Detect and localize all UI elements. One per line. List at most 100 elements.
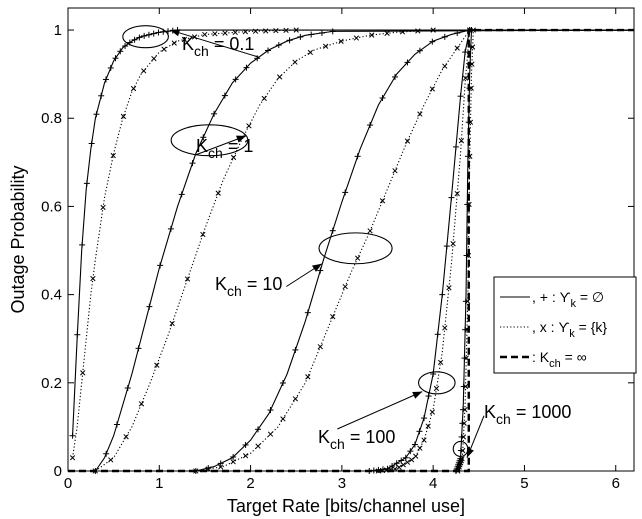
series-4-marker-19: [429, 38, 436, 45]
annotation-label-0: Kch = 0.1: [182, 34, 254, 59]
legend-label-0: , + : ϒk = ∅: [532, 289, 604, 310]
series-3-marker-5: [169, 320, 175, 327]
series-9-marker-11: [462, 383, 469, 390]
series-6-marker-9: [407, 448, 414, 455]
series-2-marker-12: [221, 92, 228, 99]
annotation-ellipse-3: [418, 371, 456, 395]
series-line-0: [72, 29, 634, 436]
series-1-marker-21: [283, 27, 289, 33]
annotation-arrow-3: [337, 391, 423, 430]
series-1-marker-12: [191, 34, 198, 40]
series-0-marker-2: [79, 241, 86, 248]
x-tick-label-2: 2: [246, 475, 254, 492]
series-1-marker-22: [293, 27, 299, 33]
series-2-marker-16: [265, 47, 272, 54]
series-4-marker-3: [230, 453, 237, 460]
series-9-marker-14: [465, 298, 471, 304]
series-7-marker-14: [433, 385, 440, 392]
series-0-marker-13: [131, 36, 138, 43]
series-0-marker-9: [112, 55, 119, 62]
annotation-arrowhead-1: [236, 135, 247, 143]
series-2-marker-22: [329, 28, 336, 35]
series-2-marker-13: [232, 76, 239, 83]
series-2-marker-21: [318, 29, 325, 36]
annotation-ellipse-1: [170, 124, 249, 157]
series-2-marker-10: [200, 134, 207, 141]
series-9-marker-10: [462, 407, 468, 413]
series-2-marker-18: [286, 37, 293, 44]
series-5-marker-14: [367, 228, 373, 234]
series-line-7: [378, 29, 634, 472]
annotation-ellipse-0: [122, 25, 169, 49]
series-0-marker-14: [136, 34, 143, 41]
series-4-marker-9: [304, 309, 311, 316]
y-tick-label-0: 0: [54, 463, 62, 480]
annotation-label-4: Kch = 1000: [484, 402, 571, 427]
series-6-marker-8: [402, 454, 409, 461]
series-5-marker-8: [292, 396, 299, 402]
legend-label-1: , x : ϒk = {k}: [532, 319, 607, 340]
y-tick-label-4: 0.8: [41, 110, 62, 127]
series-1-marker-8: [151, 55, 157, 62]
series-4-marker-8: [292, 346, 299, 353]
series-4-marker-14: [367, 122, 374, 129]
annotation-arrowhead-2: [311, 263, 322, 272]
series-6-marker-11: [416, 428, 423, 435]
series-7-marker-5: [396, 464, 402, 470]
series-6-marker-21: [462, 49, 469, 56]
x-tick-label-5: 5: [520, 475, 528, 492]
annotation-arrowhead-0: [170, 29, 181, 37]
series-7-marker-11: [421, 437, 427, 443]
series-4-marker-7: [279, 380, 286, 387]
series-6-marker-20: [457, 93, 464, 100]
series-2-marker-17: [275, 42, 282, 49]
series-5-marker-18: [417, 111, 423, 117]
series-5-marker-19: [429, 86, 435, 92]
x-tick-label-1: 1: [155, 475, 163, 492]
legend: , + : ϒk = ∅ , x : ϒk = {k}: Kch = ∞: [493, 276, 637, 374]
series-0-marker-0: [69, 432, 76, 439]
series-5-marker-20: [442, 63, 448, 69]
series-line-6: [369, 29, 634, 472]
x-tick-label-0: 0: [64, 475, 72, 492]
series-5-marker-2: [218, 464, 224, 470]
series-9-marker-6: [459, 456, 465, 462]
series-6-marker-12: [421, 415, 428, 422]
series-1-marker-17: [242, 29, 249, 35]
annotation-label-3: Kch = 100: [318, 427, 395, 452]
y-tick-label-3: 0.6: [41, 198, 62, 215]
series-7-marker-16: [442, 325, 448, 331]
series-1-marker-16: [232, 29, 238, 36]
series-4-marker-13: [354, 153, 361, 160]
series-2-marker-1: [103, 450, 110, 457]
series-1-marker-13: [202, 31, 208, 38]
x-tick-label-4: 4: [429, 475, 437, 492]
series-0-marker-3: [83, 180, 90, 187]
series-2-marker-3: [124, 385, 131, 392]
series-7-marker-19: [454, 190, 460, 197]
series-1-marker-9: [161, 46, 167, 52]
series-0-marker-10: [117, 48, 124, 55]
series-3-marker-16: [338, 38, 344, 44]
series-1-marker-2: [90, 275, 96, 282]
series-2-marker-20: [308, 31, 315, 38]
series-4-marker-17: [404, 59, 411, 66]
series-4-marker-1: [205, 464, 212, 471]
series-1-marker-20: [273, 27, 279, 34]
series-3-marker-6: [184, 276, 191, 282]
series-4-marker-5: [255, 426, 262, 433]
series-3-marker-12: [276, 74, 283, 80]
annotation-arrowhead-4: [466, 447, 474, 458]
series-2-marker-7: [167, 225, 174, 232]
series-1-marker-0: [69, 455, 76, 461]
series-0-marker-7: [102, 76, 109, 83]
series-9-marker-22: [470, 27, 476, 33]
series-4-marker-4: [242, 441, 249, 448]
series-9-marker-8: [460, 434, 467, 440]
series-5-marker-5: [255, 443, 261, 449]
series-3-marker-7: [200, 231, 206, 238]
series-9-marker-9: [461, 420, 467, 426]
series-6-marker-13: [425, 393, 432, 400]
annotation-arrowhead-3: [412, 391, 423, 399]
series-4-marker-16: [391, 73, 398, 80]
